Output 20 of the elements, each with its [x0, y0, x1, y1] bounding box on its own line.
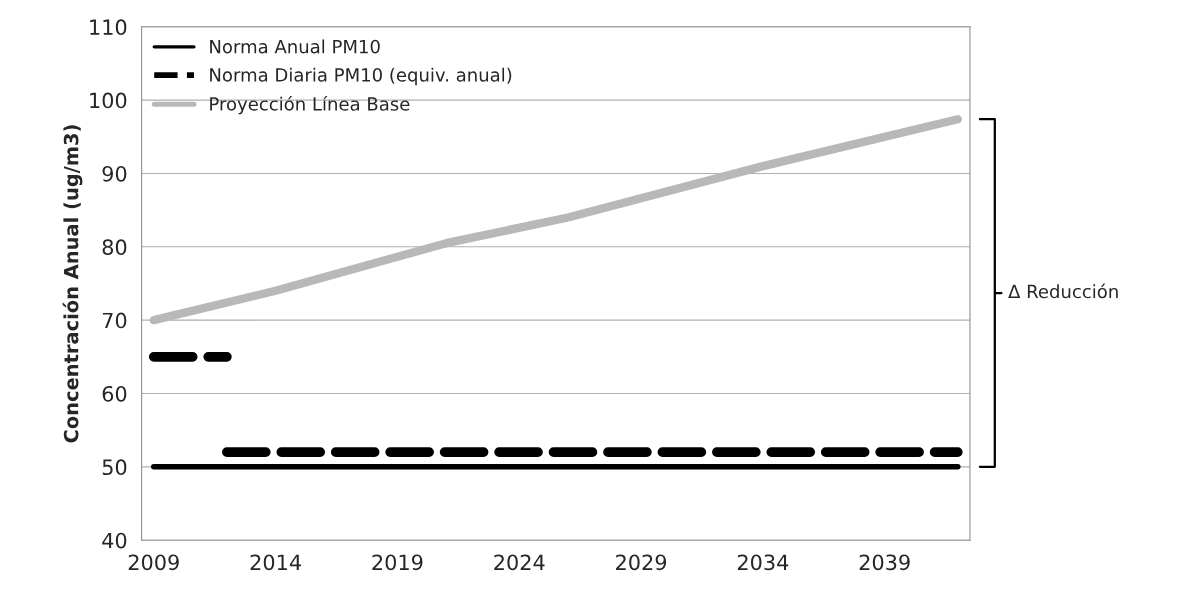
y-tick-label: 100	[90, 92, 127, 109]
y-tick-label: 110	[90, 19, 127, 36]
legend-label: Norma Diaria PM10 (equiv. anual)	[210, 67, 512, 86]
legend-label: Norma Anual PM10	[210, 39, 380, 54]
y-tick-label: 80	[102, 239, 127, 256]
y-tick-label: 40	[102, 532, 127, 549]
x-tick-label: 2029	[616, 554, 667, 571]
y-tick-label: 60	[102, 385, 127, 402]
y-tick-label: 50	[102, 459, 127, 476]
y-tick-label: 90	[102, 165, 127, 182]
y-tick-label: 70	[102, 312, 127, 329]
legend-label: Proyección Línea Base	[210, 96, 410, 115]
x-tick-label: 2034	[737, 554, 789, 571]
text: Δ Reducción	[1008, 283, 1118, 299]
x-tick-label: 2014	[250, 554, 301, 571]
x-tick-label: 2024	[494, 554, 545, 571]
x-tick-label: 2019	[372, 554, 423, 571]
x-tick-label: 2009	[128, 554, 179, 571]
y-axis-title: Concentración Anual (ug/m3)	[62, 125, 83, 443]
x-tick-label: 2039	[859, 554, 910, 571]
